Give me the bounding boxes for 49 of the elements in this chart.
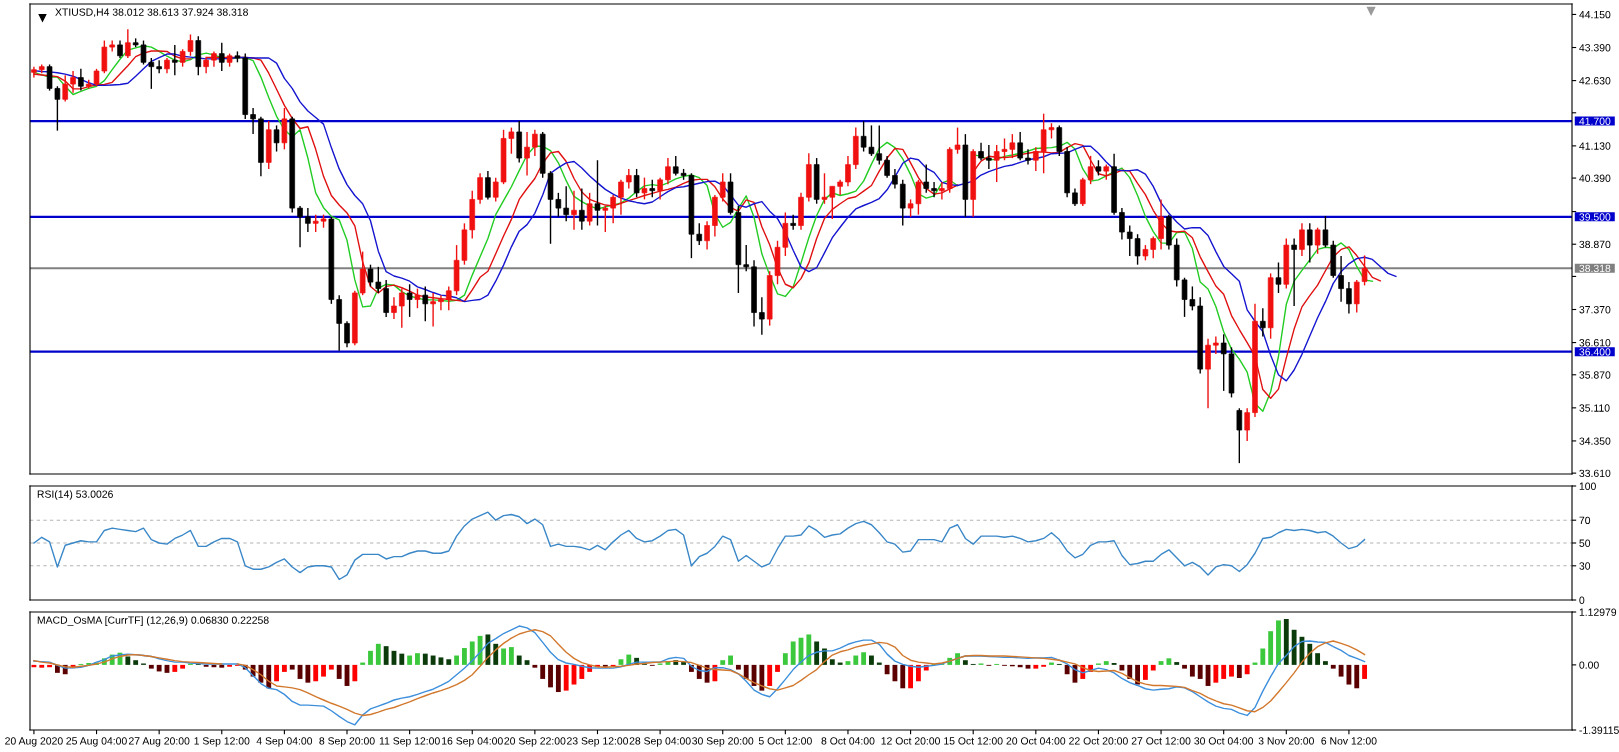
chart-title: RSI(14) 53.0026 bbox=[37, 490, 113, 500]
x-tick-label: 4 Sep 04:00 bbox=[256, 737, 313, 747]
y-tick-label: 41.130 bbox=[1579, 142, 1611, 150]
ref-line-label: 38.318 bbox=[1579, 264, 1611, 273]
x-tick-label: 16 Sep 04:00 bbox=[442, 737, 503, 747]
ref-line-label: 39.500 bbox=[1579, 213, 1611, 221]
chart-title: MACD_OsMA [CurrTF] (12,26,9) 0.06830 0.22258 bbox=[37, 616, 269, 626]
y-tick-label: 43.390 bbox=[1579, 44, 1611, 52]
x-tick-label: 22 Oct 20:00 bbox=[1069, 737, 1128, 745]
x-tick-label: 5 Oct 12:00 bbox=[758, 737, 812, 745]
y-tick-label: 36.610 bbox=[1579, 339, 1611, 347]
y-tick-label: -1.39115 bbox=[1579, 726, 1619, 734]
y-tick-label: 100 bbox=[1579, 482, 1596, 490]
x-tick-label: 1 Sep 12:00 bbox=[194, 737, 250, 747]
x-tick-label: 27 Oct 12:00 bbox=[1131, 737, 1191, 745]
y-tick-label: 33.610 bbox=[1579, 469, 1611, 478]
y-tick-label: 37.370 bbox=[1579, 306, 1611, 314]
x-tick-label: 30 Sep 20:00 bbox=[692, 737, 754, 747]
y-tick-label: 40.390 bbox=[1579, 174, 1611, 182]
y-tick-label: 38.870 bbox=[1579, 240, 1611, 249]
y-tick-label: 0 bbox=[1579, 596, 1585, 604]
x-tick-label: 20 Sep 22:00 bbox=[504, 737, 566, 747]
x-tick-label: 28 Sep 04:00 bbox=[629, 737, 691, 747]
x-tick-label: 20 Oct 04:00 bbox=[1006, 737, 1066, 745]
x-tick-label: 6 Nov 12:00 bbox=[1321, 737, 1377, 745]
chart-title: XTIUSD,H4 38.012 38.613 37.924 38.318 bbox=[55, 8, 248, 18]
y-tick-label: 1.12979 bbox=[1579, 608, 1617, 616]
x-tick-label: 8 Sep 20:00 bbox=[319, 737, 375, 747]
y-tick-label: 35.110 bbox=[1579, 404, 1610, 412]
y-tick-label: 30 bbox=[1579, 562, 1591, 570]
y-tick-label: 35.870 bbox=[1579, 371, 1611, 379]
x-tick-label: 25 Aug 04:00 bbox=[66, 737, 127, 747]
y-tick-label: 34.350 bbox=[1579, 437, 1611, 445]
x-tick-label: 30 Oct 04:00 bbox=[1194, 737, 1254, 745]
ref-line-label: 41.700 bbox=[1579, 117, 1611, 125]
x-tick-label: 15 Oct 12:00 bbox=[944, 737, 1003, 745]
x-tick-label: 12 Oct 20:00 bbox=[881, 737, 940, 745]
x-tick-label: 11 Sep 12:00 bbox=[379, 737, 440, 747]
x-tick-label: 23 Sep 12:00 bbox=[567, 737, 629, 747]
y-tick-label: 0.00 bbox=[1579, 661, 1599, 669]
x-tick-label: 3 Nov 20:00 bbox=[1258, 737, 1314, 745]
y-tick-label: 42.630 bbox=[1579, 77, 1611, 85]
y-tick-label: 44.150 bbox=[1579, 10, 1611, 19]
ref-line-label: 36.400 bbox=[1579, 348, 1611, 356]
x-tick-label: 20 Aug 2020 bbox=[5, 737, 63, 747]
y-tick-label: 50 bbox=[1579, 539, 1591, 547]
y-tick-label: 70 bbox=[1579, 516, 1591, 525]
x-tick-label: 27 Aug 20:00 bbox=[128, 737, 190, 747]
x-tick-label: 8 Oct 04:00 bbox=[821, 737, 875, 745]
